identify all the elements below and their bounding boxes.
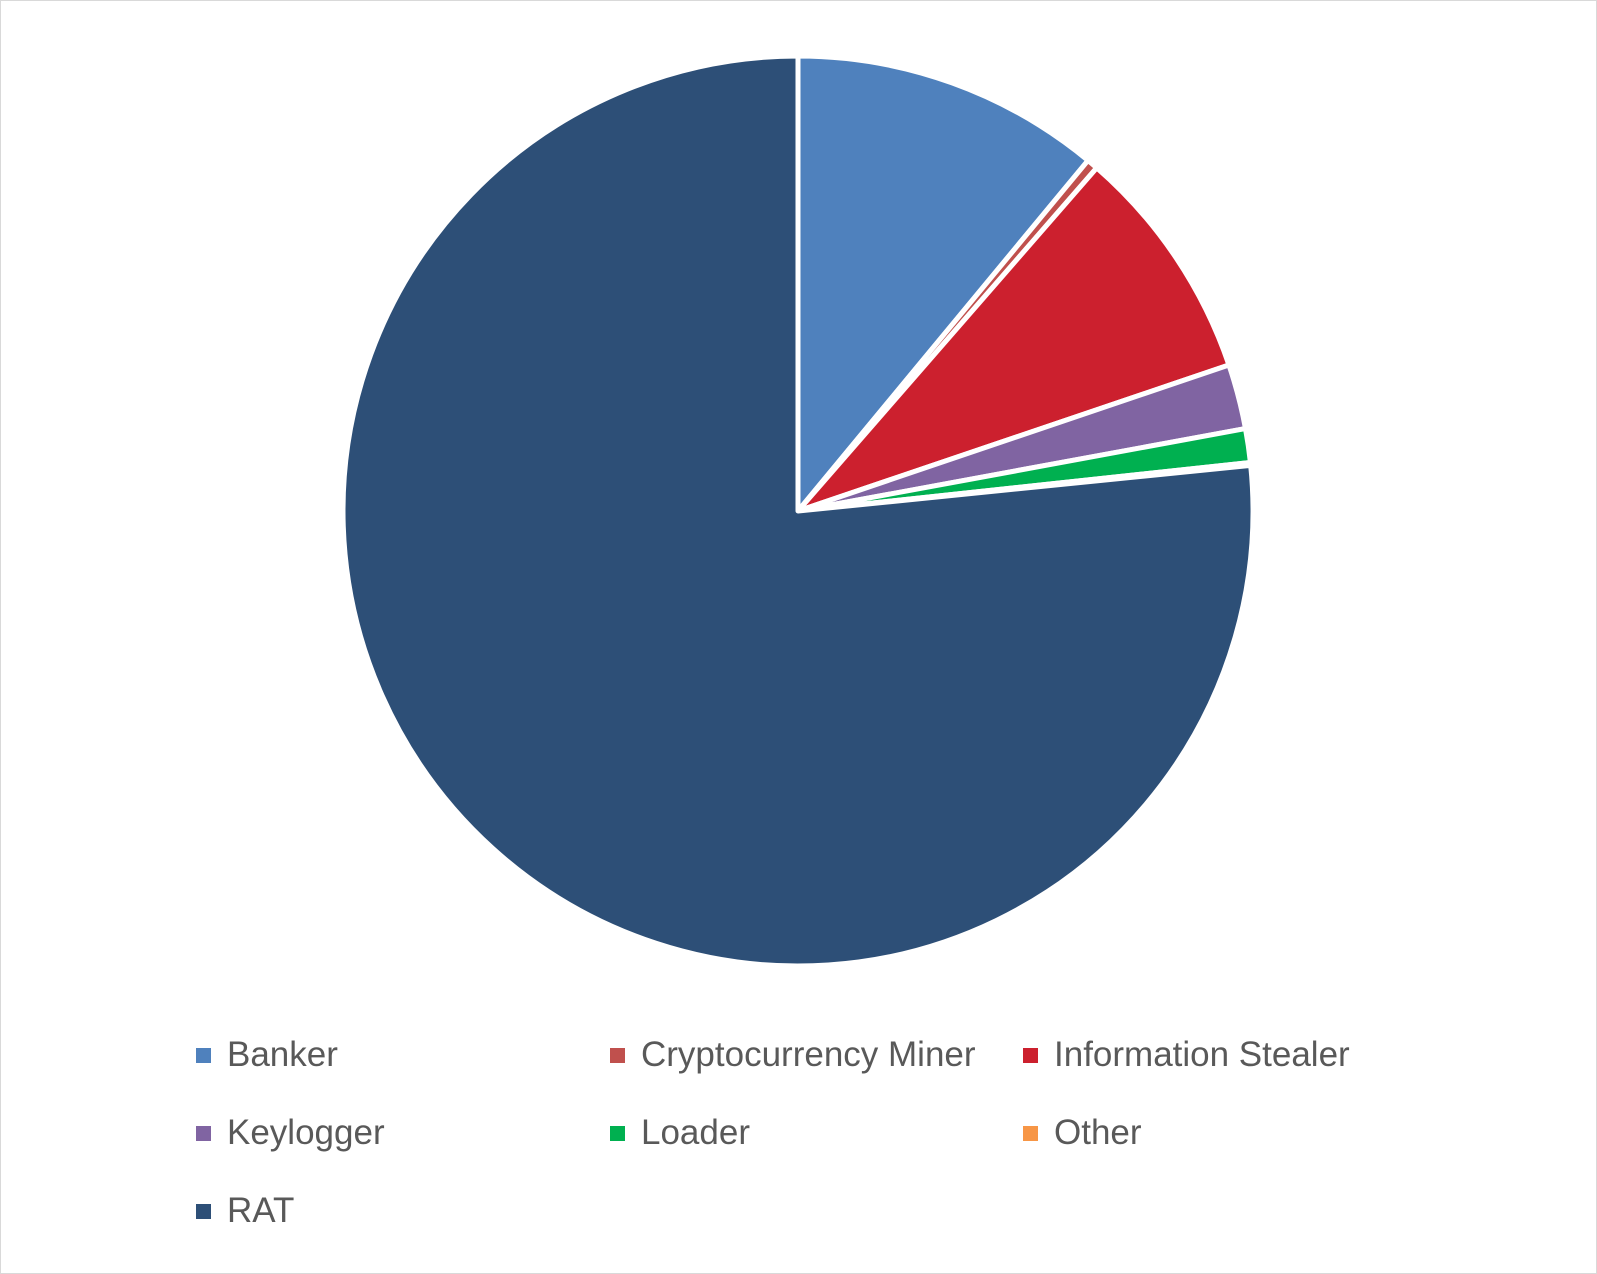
- legend-swatch: [1023, 1125, 1038, 1141]
- pie-slice-rat: [340, 53, 1256, 969]
- legend-swatch: [1023, 1047, 1038, 1063]
- legend-label: Other: [1054, 1113, 1142, 1152]
- legend-item: Information Stealer: [1023, 1035, 1443, 1074]
- pie-slice-information-stealer: [795, 165, 1232, 514]
- legend-label: Loader: [641, 1113, 750, 1152]
- legend: Banker Cryptocurrency Miner Information St…: [196, 1035, 1446, 1230]
- legend-swatch: [610, 1125, 625, 1141]
- legend-label: Banker: [227, 1035, 338, 1074]
- legend-label: Information Stealer: [1054, 1035, 1350, 1074]
- legend-item: Cryptocurrency Miner: [610, 1035, 1023, 1074]
- legend-item: Banker: [196, 1035, 610, 1074]
- legend-item: Keylogger: [196, 1113, 610, 1152]
- legend-label: Keylogger: [227, 1113, 385, 1152]
- legend-label: RAT: [227, 1191, 295, 1230]
- pie-slice-banker: [795, 53, 1091, 514]
- legend-item: Loader: [610, 1113, 1023, 1152]
- legend-swatch: [196, 1203, 211, 1219]
- legend-item: RAT: [196, 1191, 610, 1230]
- legend-swatch: [610, 1047, 625, 1063]
- legend-item: Other: [1023, 1113, 1443, 1152]
- legend-swatch: [196, 1047, 211, 1063]
- legend-swatch: [196, 1125, 211, 1141]
- legend-label: Cryptocurrency Miner: [641, 1035, 976, 1074]
